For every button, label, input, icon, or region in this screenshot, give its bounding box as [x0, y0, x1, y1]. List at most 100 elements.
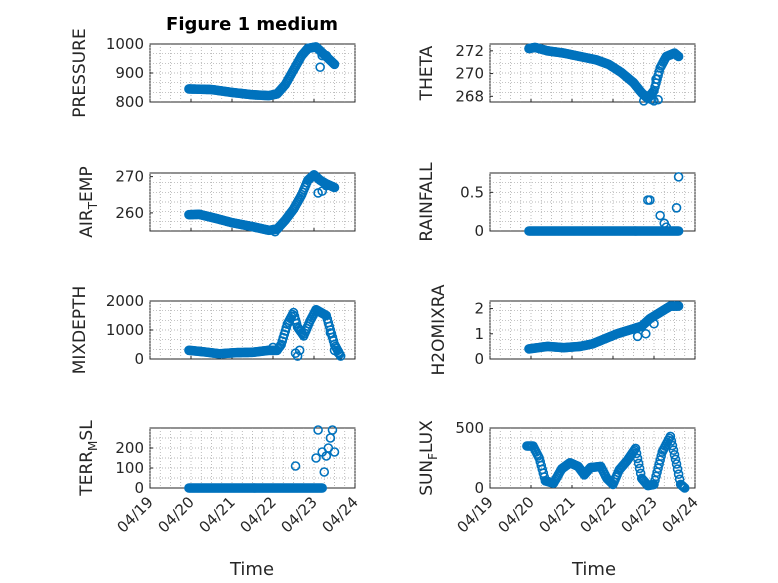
data-point	[311, 453, 321, 463]
data-point	[655, 210, 665, 221]
data-point	[668, 445, 679, 456]
x-tick-label: 04/22	[577, 493, 620, 536]
y-axis-label: TERRMSL	[77, 420, 100, 497]
data-point	[327, 425, 338, 435]
data-point	[313, 425, 323, 435]
x-tick-label: 04/22	[237, 493, 280, 536]
data-point	[317, 50, 328, 61]
data-point	[673, 51, 684, 62]
data-point	[673, 301, 684, 311]
data-point	[640, 328, 651, 339]
data-point	[321, 180, 332, 191]
data-point	[633, 458, 644, 469]
y-tick-label: 2000	[106, 292, 144, 310]
y-tick-label: 0	[134, 479, 144, 497]
data-point	[666, 436, 677, 446]
y-tick-label: 268	[455, 87, 484, 105]
y-tick-label: 0	[474, 479, 484, 497]
figure-title: Figure 1 medium	[166, 14, 338, 35]
data-point	[630, 443, 641, 454]
x-tick-label: 04/24	[659, 493, 702, 536]
data-point	[649, 96, 659, 106]
x-tick-label: 04/19	[114, 493, 157, 536]
data-point	[326, 56, 337, 67]
data-point	[325, 328, 336, 338]
series-markers	[184, 425, 340, 493]
data-point	[321, 50, 332, 61]
data-point	[673, 226, 684, 236]
x-tick-label: 04/24	[319, 493, 362, 536]
y-tick-label: 272	[455, 42, 484, 60]
data-point	[653, 94, 663, 105]
y-tick-label: 200	[115, 439, 144, 457]
x-tick-label: 04/20	[495, 493, 538, 536]
y-tick-label: 900	[115, 64, 144, 82]
y-tick-label: 1000	[106, 321, 144, 339]
data-point	[671, 459, 682, 469]
subplot-4: 0 0.5 RAINFALL	[417, 162, 696, 242]
subplot-3: 260 270 AIRTEMP	[77, 166, 356, 238]
data-point	[673, 172, 684, 182]
subplot-5: 0 1000 2000 MIXDEPTH	[70, 286, 356, 375]
data-point	[294, 345, 305, 356]
data-point	[665, 431, 676, 442]
data-point	[632, 453, 643, 464]
y-tick-label: 0	[474, 222, 484, 240]
data-point	[649, 318, 659, 329]
data-point	[327, 57, 338, 68]
data-point	[671, 203, 682, 213]
series-markers	[524, 301, 684, 354]
series-markers	[524, 172, 684, 236]
x-tick-label: 04/23	[278, 493, 321, 536]
x-tick-label: 04/19	[454, 493, 497, 536]
y-tick-label: 260	[115, 204, 144, 222]
data-point	[656, 451, 666, 461]
subplot-2: 268 270 272 THETA	[417, 42, 696, 106]
data-point	[667, 440, 678, 451]
x-tick-label: 04/21	[536, 493, 579, 536]
data-point	[673, 469, 684, 480]
x-tick-label: 04/23	[618, 493, 661, 536]
y-tick-label: 1000	[106, 35, 144, 53]
data-point	[661, 222, 672, 232]
data-point	[679, 483, 690, 493]
y-tick-label: 100	[115, 459, 144, 477]
data-point	[319, 467, 330, 477]
data-point	[290, 461, 301, 471]
series-markers	[524, 42, 684, 106]
y-tick-label: 1	[474, 325, 484, 343]
data-point	[631, 448, 642, 459]
series-markers	[184, 304, 346, 361]
x-tick-label: 04/21	[196, 493, 239, 536]
y-axis-label: MIXDEPTH	[70, 286, 90, 375]
x-axis-label-left: Time	[229, 559, 274, 580]
y-axis-label: PRESSURE	[70, 28, 90, 117]
data-point	[651, 74, 661, 85]
y-tick-label: 0.5	[460, 183, 484, 201]
data-point	[677, 481, 688, 492]
data-point	[645, 195, 655, 205]
y-axis-label: THETA	[417, 45, 437, 101]
y-tick-label: 800	[115, 93, 144, 111]
subplot-6: 0 1 2 H2OMIXRA	[429, 284, 696, 376]
data-point	[270, 226, 280, 237]
y-axis-label: RAINFALL	[417, 162, 437, 242]
data-point	[678, 482, 689, 492]
x-axis-label-right: Time	[571, 559, 616, 580]
series-markers	[184, 42, 340, 101]
y-tick-label: 270	[455, 65, 484, 83]
y-tick-label: 270	[115, 168, 144, 186]
y-axis-label: SUNFLUX	[417, 420, 440, 496]
data-point	[672, 464, 683, 474]
x-tick-label: 04/20	[155, 493, 198, 536]
subplot-1: 800 900 1000 PRESSURE	[70, 28, 356, 118]
series-markers	[522, 431, 690, 493]
y-tick-label: 500	[455, 419, 484, 437]
data-point	[292, 351, 303, 361]
data-point	[317, 483, 328, 493]
data-point	[268, 342, 278, 353]
data-point	[333, 348, 344, 359]
